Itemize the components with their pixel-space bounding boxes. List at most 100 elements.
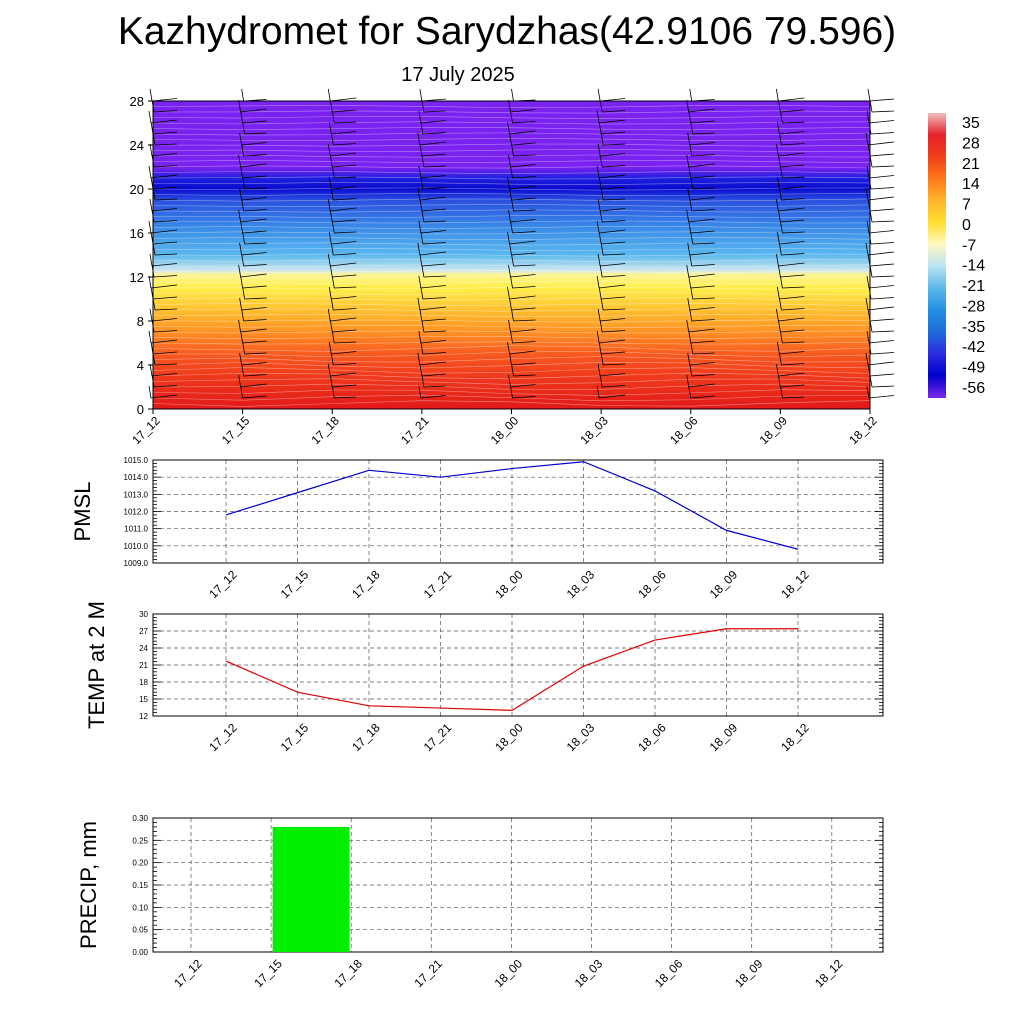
- wind-barb: [148, 220, 178, 234]
- wind-barb: [597, 88, 626, 102]
- x-tick-label: 18_03: [564, 720, 598, 754]
- wind-barb: [238, 154, 267, 168]
- x-tick-label: 18_00: [492, 720, 526, 754]
- wind-barb: [242, 121, 267, 135]
- wind-barb: [241, 308, 267, 322]
- wind-barb: [510, 165, 536, 179]
- wind-barb: [510, 330, 536, 344]
- contour-line: [152, 231, 871, 235]
- wind-barb: [242, 176, 267, 190]
- contour-line: [152, 127, 871, 130]
- x-tick-label: 18_03: [577, 413, 611, 447]
- wind-barb: [240, 275, 267, 289]
- wind-barb: [238, 374, 267, 388]
- wind-barb: [778, 132, 805, 146]
- wind-barb: [867, 253, 895, 267]
- wind-barb: [148, 275, 178, 289]
- wind-barb: [779, 385, 805, 399]
- wind-barb: [686, 154, 715, 168]
- wind-barb: [149, 198, 178, 212]
- wind-barb: [869, 154, 895, 168]
- colorbar-label: -7: [962, 237, 976, 254]
- wind-barb: [866, 275, 895, 289]
- y-tick-label: 0.30: [132, 814, 148, 823]
- x-tick-label: 17_15: [251, 956, 285, 990]
- wind-barb: [599, 154, 626, 168]
- contour-line: [152, 270, 871, 273]
- wind-barb: [421, 264, 446, 278]
- contour-line: [152, 292, 871, 295]
- temp-line: [225, 628, 798, 711]
- y-tick-label: 8: [137, 314, 144, 329]
- y-tick-label: 0.00: [132, 948, 148, 957]
- wind-barb: [418, 165, 446, 179]
- contour-line: [152, 182, 871, 185]
- pmsl-line: [225, 461, 799, 550]
- colorbar-label: 35: [962, 115, 980, 132]
- wind-barb: [687, 352, 715, 366]
- y-tick-label: 0.25: [132, 836, 148, 845]
- wind-barb: [867, 88, 895, 102]
- wind-barb: [418, 220, 446, 234]
- contour-line: [152, 319, 871, 323]
- x-tick-label: 18_12: [812, 956, 846, 990]
- x-tick-label: 17_21: [421, 567, 455, 601]
- wind-barb: [240, 330, 267, 344]
- y-tick-label: 18: [139, 678, 148, 687]
- wind-barb: [779, 330, 805, 344]
- wind-barb: [866, 110, 895, 124]
- colorbar-label: -42: [962, 339, 985, 356]
- y-tick-label: 1009.0: [124, 559, 149, 568]
- x-tick-label: 18_09: [707, 720, 741, 754]
- contour-line: [152, 325, 871, 328]
- x-tick-label: 17_18: [308, 413, 342, 447]
- wind-barbs: [148, 88, 895, 399]
- wind-barb: [328, 341, 357, 355]
- wind-barb: [148, 165, 178, 179]
- x-tick-label: 18_06: [635, 567, 669, 601]
- contour-line: [152, 314, 871, 317]
- y-tick-label: 15: [139, 695, 148, 704]
- x-tick-label: 17_21: [398, 413, 432, 447]
- wind-barb: [689, 198, 715, 212]
- wind-barb: [686, 264, 715, 278]
- contour-line: [152, 215, 871, 218]
- wind-barb: [331, 220, 357, 234]
- wind-barb: [420, 341, 446, 355]
- wind-barb: [508, 99, 536, 113]
- wind-barb: [508, 264, 536, 278]
- wind-barb: [328, 121, 357, 135]
- y-tick-label: 0: [137, 402, 144, 417]
- x-tick-label: 18_00: [492, 567, 526, 601]
- y-tick-label: 4: [137, 358, 144, 373]
- y-axis-label: TEMP at 2 M: [84, 601, 109, 729]
- wind-barb: [690, 176, 715, 190]
- y-tick-label: 1010.0: [124, 542, 149, 551]
- wind-barb: [776, 121, 805, 135]
- wind-barb: [597, 308, 626, 322]
- wind-barb: [599, 319, 626, 333]
- colorbar-label: -56: [962, 380, 985, 397]
- wind-barb: [149, 143, 178, 157]
- x-tick-label: 17_18: [349, 720, 383, 754]
- wind-barb: [865, 132, 895, 146]
- y-tick-label: 1012.0: [124, 508, 149, 517]
- contour-line: [152, 345, 871, 352]
- wind-barb: [596, 220, 626, 234]
- wind-barb: [688, 165, 715, 179]
- x-tick-label: 17_18: [349, 567, 383, 601]
- wind-barb: [420, 176, 446, 190]
- wind-barb: [242, 286, 267, 300]
- wind-barb: [687, 242, 715, 256]
- wind-barb: [868, 341, 895, 355]
- wind-barb: [417, 187, 446, 201]
- wind-barb: [329, 99, 357, 113]
- wind-barb: [329, 319, 357, 333]
- wind-barb: [778, 352, 805, 366]
- wind-barb: [779, 165, 805, 179]
- wind-barb: [507, 176, 536, 190]
- wind-barb: [866, 330, 895, 344]
- wind-barb: [508, 154, 536, 168]
- wind-barb: [777, 154, 805, 168]
